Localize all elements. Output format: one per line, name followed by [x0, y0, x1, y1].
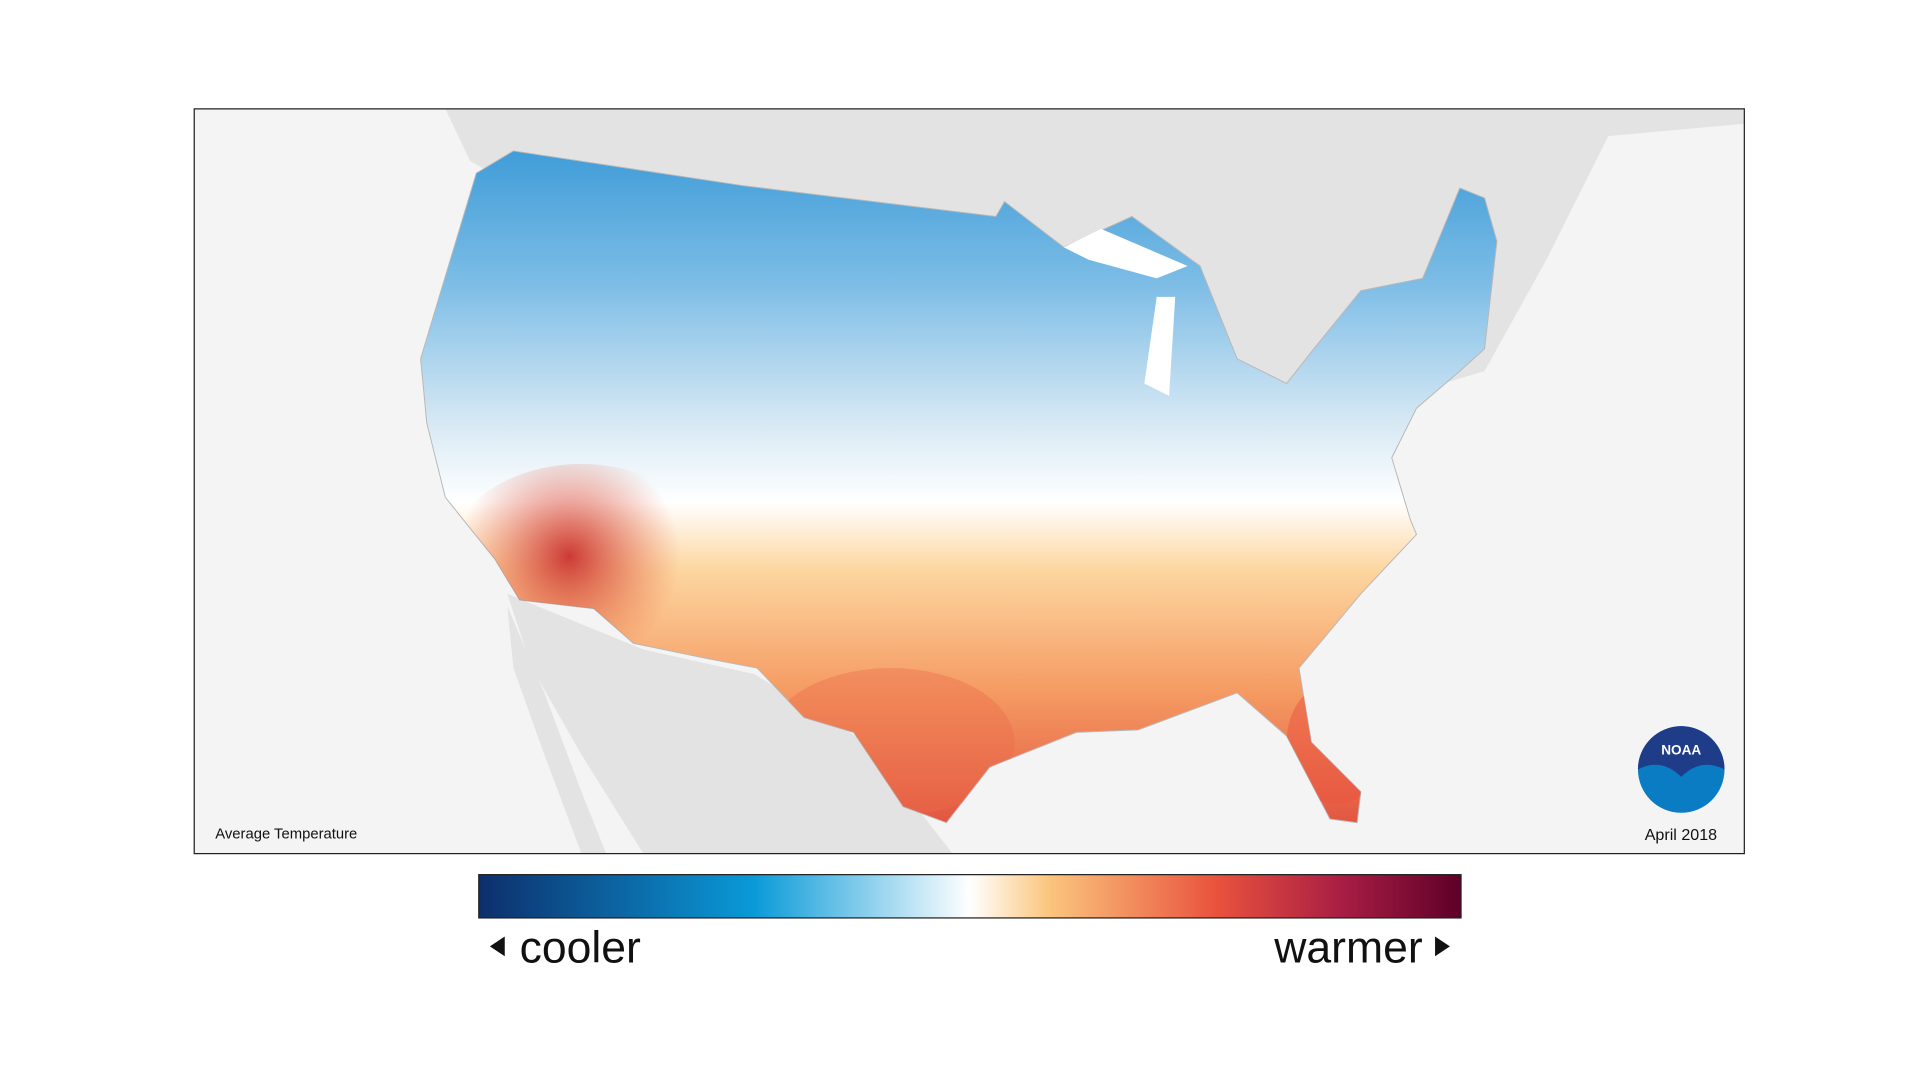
legend-high-label: warmer: [1273, 923, 1423, 972]
lake-superior: [1063, 228, 1188, 279]
baja: [507, 606, 607, 854]
map-date: April 2018: [1645, 826, 1717, 844]
lake-michigan: [1144, 296, 1176, 396]
arrow-right: [1435, 936, 1450, 957]
logo-text: NOAA: [1661, 743, 1701, 758]
noaa-logo: NOAA: [1637, 726, 1725, 813]
map-title: Average Temperature: [215, 827, 357, 843]
color-scale: [478, 874, 1462, 919]
map-area: [194, 108, 1745, 854]
arrow-left: [489, 936, 505, 957]
mexico: [507, 593, 953, 854]
legend-low-label: cooler: [520, 923, 641, 972]
map-frame: [193, 108, 1745, 855]
